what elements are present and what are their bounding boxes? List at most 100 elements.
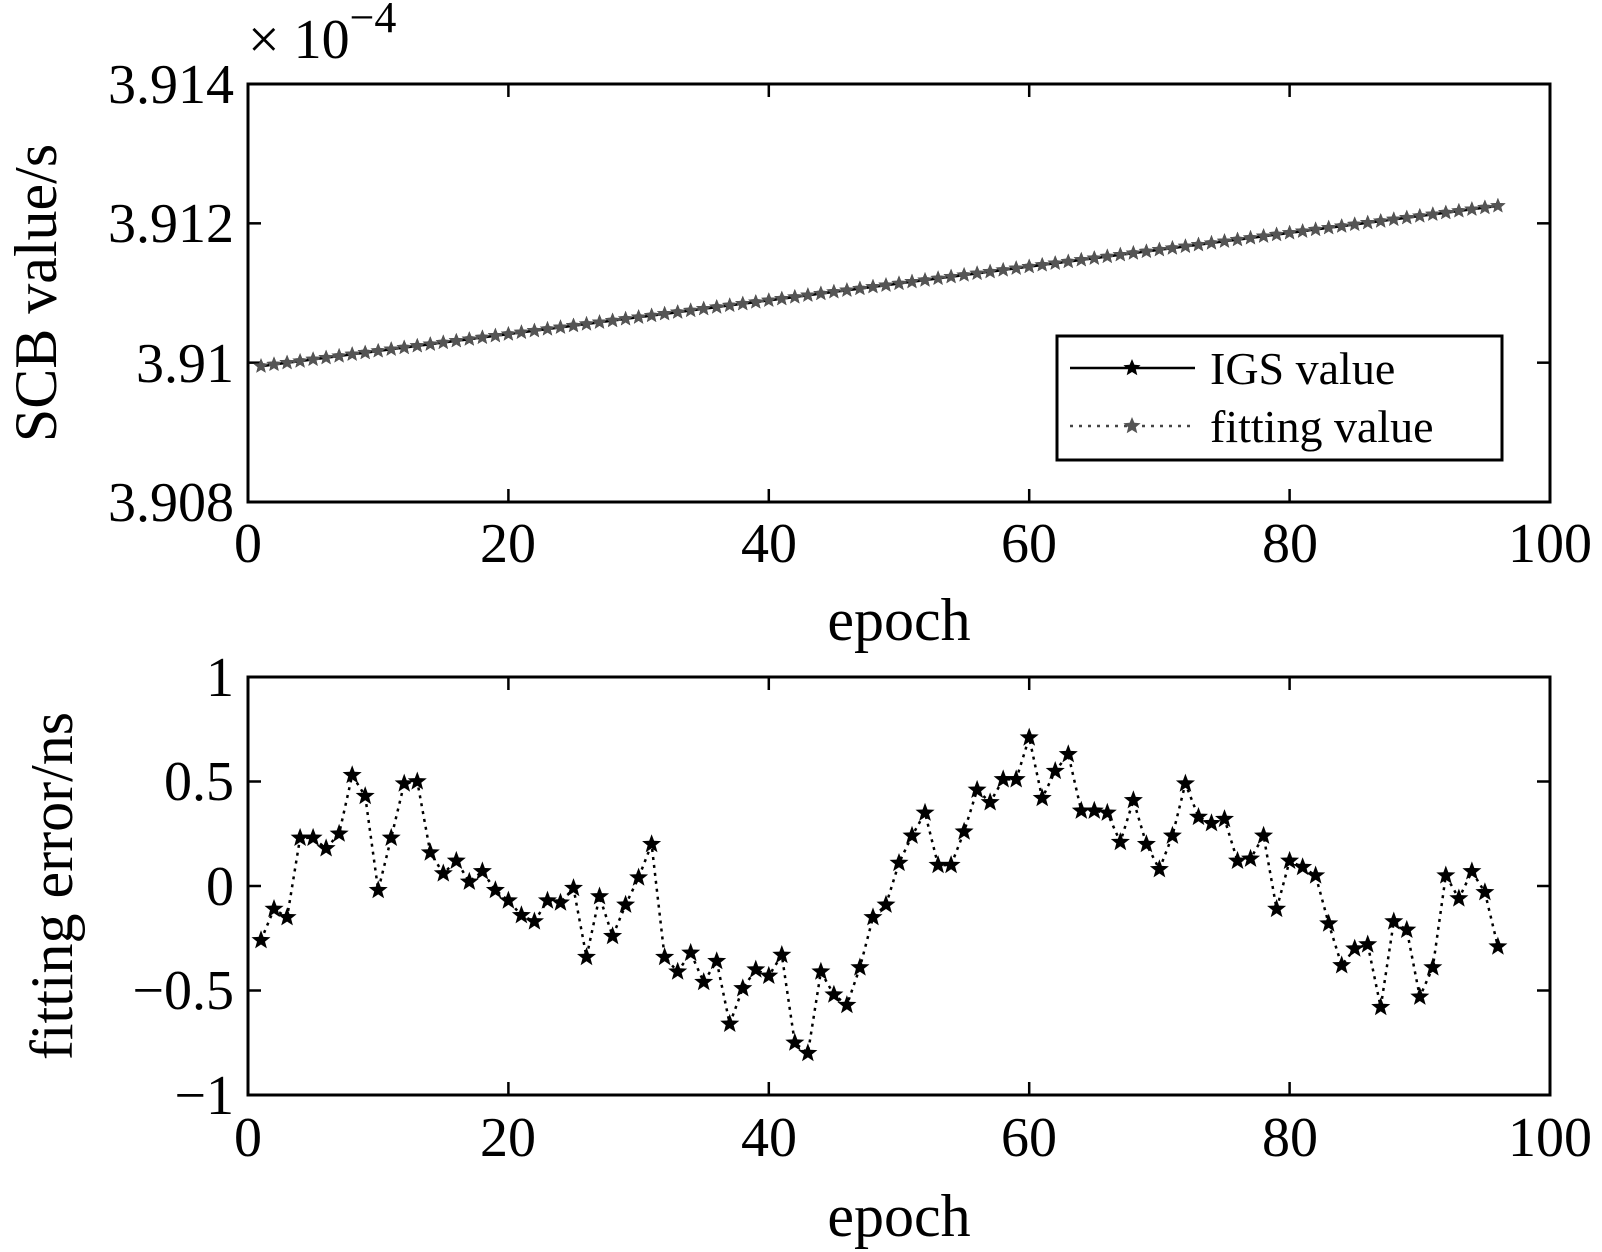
top-point-fitting [396, 339, 412, 355]
bottom-point [1084, 800, 1104, 819]
bottom-point [707, 951, 727, 970]
bottom-point [1475, 882, 1495, 901]
top-point-fitting [448, 332, 464, 348]
top-xtick-label-80: 80 [1262, 513, 1318, 575]
top-point-fitting [1034, 257, 1050, 272]
top-point-fitting [305, 351, 321, 366]
top-point-fitting [826, 283, 842, 299]
top-point-fitting [1477, 199, 1493, 215]
top-point-fitting [761, 292, 777, 307]
top-point-fitting [1386, 211, 1402, 226]
bottom-point [668, 961, 688, 980]
top-xtick-label-20: 20 [480, 513, 536, 575]
top-point-fitting [956, 267, 972, 282]
top-point-fitting [1360, 214, 1376, 230]
top-x-axis-label: epoch [827, 587, 970, 653]
top-point-fitting [787, 289, 803, 304]
bottom-point [824, 984, 844, 1003]
bottom-ytick-label-05: 0.5 [164, 751, 234, 813]
bottom-point [1449, 888, 1469, 907]
bottom-point [759, 965, 779, 984]
top-point-fitting [1138, 243, 1154, 258]
top-point-fitting [487, 327, 503, 343]
bottom-point [511, 905, 531, 924]
bottom-point [1345, 938, 1365, 957]
top-point-fitting [722, 297, 738, 312]
top-ytick-label-391: 3.91 [136, 333, 234, 395]
top-point-fitting [383, 341, 399, 356]
bottom-ytick-label-0: 0 [206, 856, 234, 918]
top-point-fitting [1164, 240, 1180, 255]
top-point-fitting [266, 356, 282, 371]
bottom-point [1280, 850, 1300, 869]
bottom-point [1188, 807, 1208, 826]
bottom-point [472, 861, 492, 880]
bottom-xtick-label-20: 20 [480, 1107, 536, 1169]
bottom-point [1136, 834, 1156, 853]
bottom-point [928, 855, 948, 874]
bottom-point [1175, 773, 1195, 792]
bottom-xtick-label-0: 0 [234, 1107, 262, 1169]
bottom-point [407, 771, 427, 790]
bottom-point [1436, 865, 1456, 884]
top-point-fitting [1242, 230, 1259, 245]
top-point-fitting [1256, 228, 1272, 243]
legend-label-igs: IGS value [1210, 343, 1395, 394]
bottom-point [1215, 809, 1234, 828]
bottom-point [303, 827, 323, 846]
bottom-point [1045, 761, 1065, 780]
bottom-point [1293, 857, 1313, 876]
bottom-point [446, 850, 466, 869]
top-y-axis-label: SCB value/s [3, 144, 69, 442]
top-point-fitting [1464, 201, 1480, 216]
top-point-fitting [422, 336, 438, 351]
top-point-fitting [409, 337, 425, 353]
bottom-ytick-label-1: 1 [206, 647, 234, 709]
top-point-fitting [435, 334, 451, 349]
bottom-point [1241, 848, 1261, 867]
bottom-point [394, 773, 414, 792]
bottom-point [590, 886, 610, 905]
top-point-fitting [1112, 246, 1128, 262]
bottom-point [564, 878, 583, 897]
top-point-fitting [1438, 204, 1454, 220]
bottom-point [1149, 859, 1169, 878]
bottom-point [902, 825, 922, 844]
top-chart: 0 20 40 60 80 100 3.908 3.91 3.912 3.914… [3, 0, 1592, 653]
top-point-fitting [1412, 208, 1428, 223]
bottom-point [1228, 850, 1247, 869]
bottom-point [1358, 934, 1378, 953]
bottom-point [433, 863, 453, 882]
top-point-fitting [318, 349, 334, 365]
top-point-fitting [370, 343, 386, 358]
bottom-point [915, 802, 935, 821]
top-point-fitting [344, 346, 360, 361]
top-point-fitting [1125, 245, 1141, 260]
bottom-point [342, 765, 362, 784]
top-point-fitting [995, 262, 1011, 277]
top-plot-frame [246, 82, 1552, 504]
top-point-fitting [852, 280, 868, 295]
top-point-fitting [1073, 251, 1089, 267]
top-point-fitting [591, 314, 608, 329]
bottom-point [1319, 913, 1339, 932]
top-point-fitting [1177, 238, 1193, 253]
bottom-point [720, 1013, 740, 1032]
top-point-fitting [1229, 231, 1246, 247]
bottom-point [603, 926, 623, 945]
top-point-fitting [526, 322, 542, 338]
top-point-fitting [878, 277, 894, 292]
bottom-xtick-label-100: 100 [1508, 1107, 1592, 1169]
bottom-point [785, 1032, 805, 1051]
top-point-fitting [1334, 218, 1350, 233]
top-point-fitting [865, 278, 881, 294]
top-point-fitting [670, 304, 686, 319]
bottom-chart: 0 20 40 60 80 100 −1 −0.5 0 0.5 1 epoch … [19, 647, 1592, 1249]
bottom-ytick-label-neg1: −1 [174, 1065, 234, 1127]
bottom-xtick-label-60: 60 [1001, 1107, 1057, 1169]
bottom-point [316, 838, 336, 857]
legend: IGS value fitting value [1055, 334, 1504, 462]
bottom-point [629, 867, 649, 886]
top-point-fitting [1151, 241, 1167, 257]
